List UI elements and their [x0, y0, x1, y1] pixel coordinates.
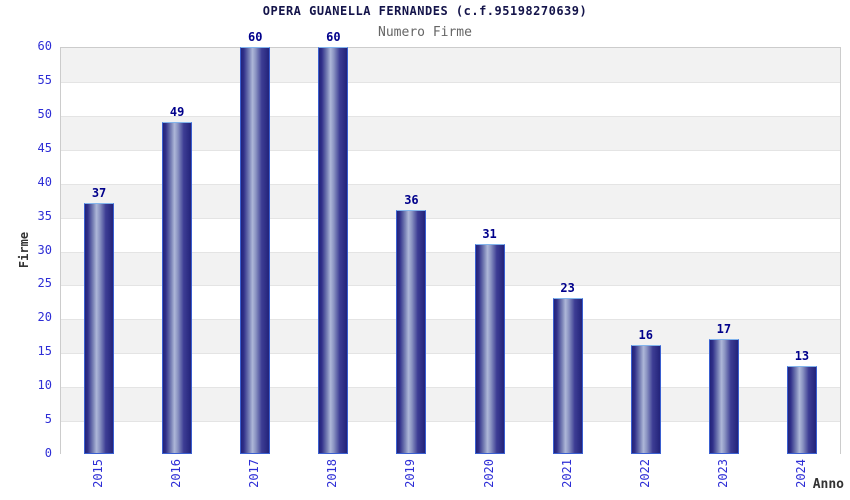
y-tick-label: 25 [37, 276, 52, 291]
bar-value-label: 31 [482, 226, 497, 241]
y-tick-label: 40 [37, 174, 52, 189]
grid-band [61, 81, 840, 116]
x-tick-label-2023: 2023 [715, 459, 730, 488]
bar-value-label: 60 [248, 30, 263, 44]
x-tick-label-2020: 2020 [481, 459, 496, 488]
y-tick-label: 55 [37, 72, 52, 87]
x-tick-label-2018: 2018 [325, 459, 340, 488]
bar-value-label: 17 [716, 321, 732, 336]
x-tick-label-2024: 2024 [793, 459, 808, 488]
bar-2021 [552, 297, 583, 454]
y-tick-label: 20 [37, 310, 52, 325]
x-tick-label-2017: 2017 [247, 459, 262, 488]
bar-2015 [84, 203, 115, 454]
bar-2023 [708, 338, 739, 454]
bar-value-label: 60 [326, 30, 341, 44]
y-tick-label: 60 [37, 39, 52, 53]
bar-value-label: 23 [560, 280, 575, 295]
bar-2024 [786, 365, 817, 454]
y-tick-label: 15 [37, 344, 52, 359]
x-axis-title: Anno [812, 477, 844, 492]
bar-2016 [162, 121, 193, 454]
bar-2018 [318, 47, 349, 454]
grid-band [61, 48, 840, 82]
x-tick-label-2022: 2022 [637, 459, 652, 488]
bar-value-label: 49 [169, 104, 185, 119]
x-tick-label-2019: 2019 [403, 459, 418, 488]
y-tick-label: 0 [44, 446, 52, 460]
y-axis-title: Firme [17, 231, 31, 269]
bar-value-label: 36 [404, 192, 419, 207]
x-tick-label-2016: 2016 [169, 459, 184, 488]
y-tick-label: 50 [37, 106, 52, 121]
y-tick-label: 10 [37, 378, 52, 393]
bar-value-label: 16 [638, 328, 653, 343]
bar-2020 [474, 243, 505, 454]
bar-2022 [630, 345, 661, 454]
bar-2017 [240, 47, 271, 454]
x-tick-label-2021: 2021 [559, 459, 574, 488]
y-tick-label: 45 [37, 140, 52, 155]
x-tick-label-2015: 2015 [91, 459, 106, 488]
bar-value-label: 37 [91, 186, 107, 201]
chart-subtitle: Numero Firme [378, 25, 472, 40]
y-tick-label: 5 [44, 412, 52, 427]
y-tick-label: 30 [37, 242, 52, 257]
chart-title: OPERA GUANELLA FERNANDES (c.f.9519827063… [262, 4, 588, 18]
bar-value-label: 13 [794, 348, 810, 363]
bar-2019 [396, 209, 427, 454]
y-tick-label: 35 [37, 208, 52, 223]
